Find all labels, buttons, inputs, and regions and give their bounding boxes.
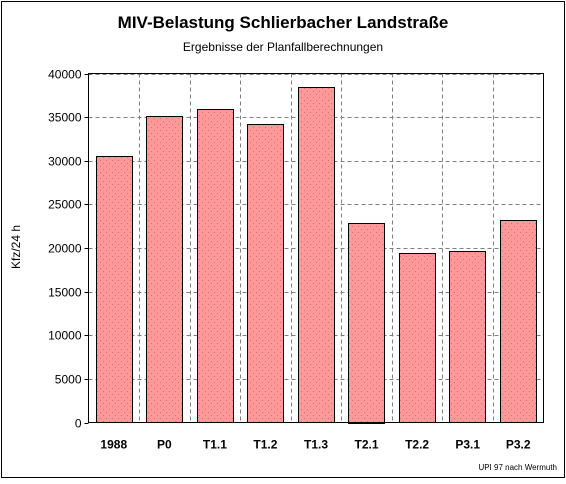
x-tick-label: P3.1 [455, 438, 480, 452]
chart-subtitle: Ergebnisse der Planfallberechnungen [183, 40, 383, 54]
source-note: UPI 97 nach Wermuth [478, 463, 557, 472]
y-tick-label: 35000 [48, 111, 82, 125]
y-tick-label: 0 [75, 417, 82, 431]
x-tick-label: 1988 [100, 438, 127, 452]
y-axis-label: Kfz/24 h [9, 225, 23, 269]
x-tick-label: T1.2 [253, 438, 277, 452]
x-tick-label: P0 [157, 438, 172, 452]
bar-t1-1 [197, 109, 234, 423]
bar-t2-1 [348, 223, 385, 424]
bars [96, 87, 537, 424]
x-tick-labels: 1988 P0 T1.1 T1.2 T1.3 T2.1 T2.2 P3.1 P3.2 [100, 438, 530, 452]
bar-p0 [146, 116, 183, 423]
bar-t1-2 [247, 124, 284, 423]
y-tick-label: 25000 [48, 198, 82, 212]
y-tick-label: 10000 [48, 329, 82, 343]
x-tick-label: T1.3 [304, 438, 328, 452]
x-tick-label: T2.1 [355, 438, 379, 452]
y-tick-label: 30000 [48, 155, 82, 169]
y-tick-label: 20000 [48, 242, 82, 256]
y-tick-label: 15000 [48, 286, 82, 300]
bar-t1-3 [298, 87, 335, 423]
x-tick-label: T1.1 [203, 438, 227, 452]
bar-1988 [96, 156, 133, 423]
axes [84, 73, 544, 424]
x-tick-label: P3.2 [506, 438, 531, 452]
bar-p3-2 [500, 220, 537, 423]
y-tick-label: 5000 [55, 373, 82, 387]
y-tick-labels: 0 5000 10000 15000 20000 25000 30000 35000 40000 [48, 68, 82, 431]
chart-title: MIV-Belastung Schlierbacher Landstraße [118, 13, 449, 32]
x-tick-label: T2.2 [405, 438, 429, 452]
bar-t2-2 [399, 253, 436, 423]
bar-p3-1 [449, 251, 486, 423]
y-tick-label: 40000 [48, 68, 82, 82]
plot-border [88, 73, 544, 423]
